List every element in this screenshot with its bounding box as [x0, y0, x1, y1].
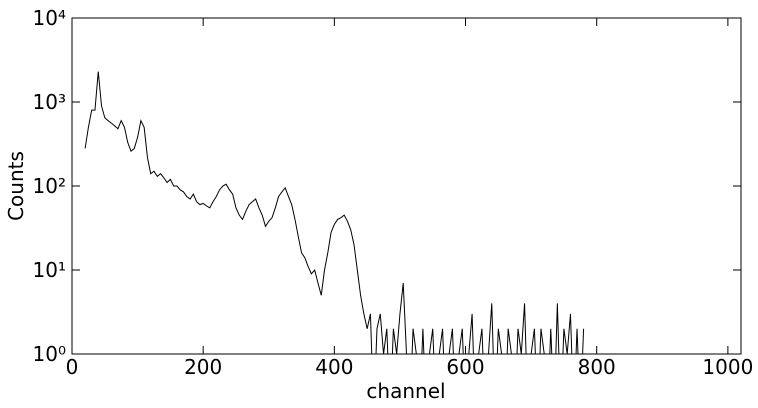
- x-tick-label: 200: [184, 355, 222, 379]
- plot-frame: [71, 17, 742, 355]
- y-tick-label: 10³: [33, 90, 66, 114]
- x-tick-label: 400: [315, 355, 353, 379]
- x-tick-label: 0: [66, 355, 79, 379]
- x-tick-label: 1000: [702, 355, 753, 379]
- y-tick-label: 10¹: [33, 258, 66, 282]
- y-tick-label: 10⁴: [33, 6, 66, 30]
- y-tick-label: 10²: [33, 174, 66, 198]
- x-axis-label: channel: [366, 379, 445, 403]
- x-tick-label: 600: [446, 355, 484, 379]
- spectrum-line: [84, 71, 585, 354]
- y-axis-label: Counts: [4, 151, 28, 221]
- y-tick-label: 10⁰: [33, 342, 66, 366]
- x-tick-label: 800: [578, 355, 616, 379]
